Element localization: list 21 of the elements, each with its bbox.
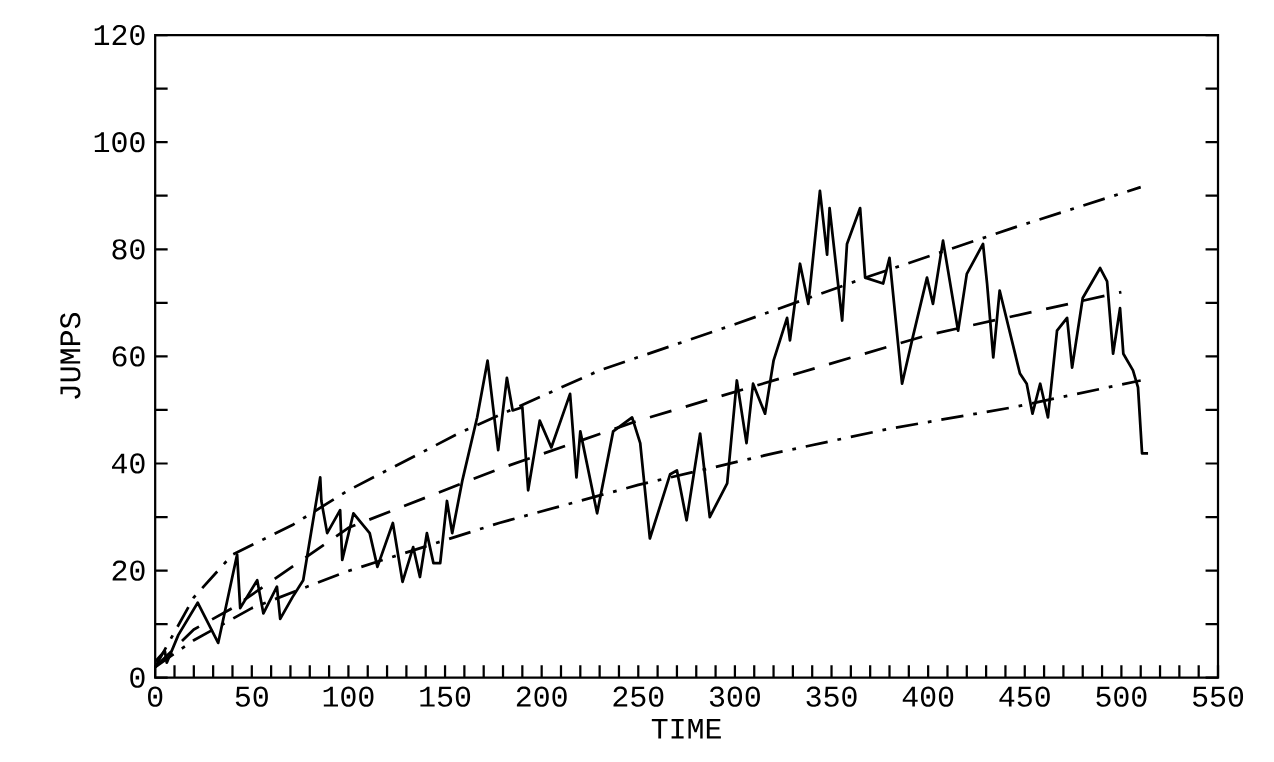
x-tick-label: 450	[999, 686, 1050, 707]
x-tick-label: 250	[613, 686, 664, 707]
y-tick-label: 100	[94, 132, 145, 153]
y-tick-label: 40	[112, 453, 145, 474]
x-tick-label: 200	[516, 686, 567, 707]
x-tick-label: 50	[235, 686, 268, 707]
y-tick-label: 120	[94, 25, 145, 46]
y-tick-label: 0	[130, 667, 145, 688]
x-tick-label: 550	[1192, 686, 1244, 707]
y-tick-label: 60	[112, 346, 145, 367]
x-tick-label: 150	[420, 686, 471, 707]
y-axis-title: JUMPS	[60, 313, 81, 399]
x-tick-label: 100	[323, 686, 374, 707]
x-tick-label: 500	[1096, 686, 1147, 707]
x-tick-label: 400	[902, 686, 954, 707]
x-tick-label: 0	[148, 686, 163, 707]
x-axis-title: TIME	[651, 719, 721, 739]
y-tick-label: 20	[112, 560, 145, 581]
x-tick-label: 300	[709, 686, 760, 707]
y-tick-label: 80	[112, 239, 145, 260]
x-tick-label: 350	[806, 686, 857, 707]
